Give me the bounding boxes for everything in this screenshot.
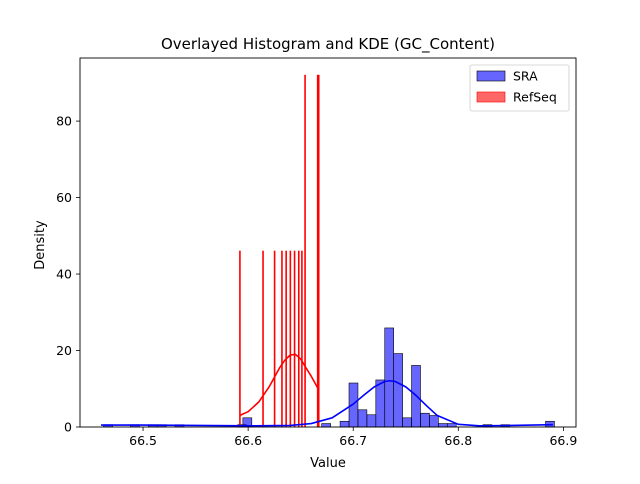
sra-bar <box>321 423 331 428</box>
refseq-bar <box>304 74 306 428</box>
refseq-kde-line <box>239 353 320 417</box>
y-tick-label: 20 <box>56 343 72 358</box>
sra-kde-line <box>101 379 553 427</box>
y-tick-label: 80 <box>56 114 72 129</box>
legend: SRA RefSeq <box>469 64 570 112</box>
sra-bar <box>438 423 448 428</box>
refseq-bar <box>285 250 287 428</box>
axes-frame <box>79 57 577 428</box>
refseq-bar <box>262 250 264 428</box>
x-tick-label: 66.6 <box>234 433 262 448</box>
plot-area: 66.5 66.6 66.7 66.8 66.9 0 20 40 60 80 SRA RefSeq <box>56 57 577 448</box>
y-tick-label: 40 <box>56 267 72 282</box>
refseq-bar <box>293 250 296 428</box>
refseq-bar <box>317 74 320 428</box>
sra-bar <box>446 423 457 428</box>
legend-label-sra: SRA <box>513 69 538 84</box>
x-tick-label: 66.9 <box>549 433 577 448</box>
sra-bar <box>420 412 430 428</box>
refseq-bar <box>301 250 303 428</box>
x-tick-label: 66.5 <box>129 433 157 448</box>
chart-title: Overlayed Histogram and KDE (GC_Content) <box>161 35 495 54</box>
sra-bar <box>357 409 368 428</box>
sra-bar <box>384 327 394 428</box>
legend-swatch-sra <box>476 70 506 82</box>
y-axis-label: Density <box>33 220 48 270</box>
refseq-bar <box>239 250 241 428</box>
sra-bar <box>402 417 412 428</box>
legend-label-refseq: RefSeq <box>513 90 557 105</box>
sra-bar <box>393 353 403 428</box>
x-axis-label: Value <box>310 456 346 471</box>
y-tick-label: 60 <box>56 190 72 205</box>
sra-bar <box>429 415 439 428</box>
sra-bar <box>375 379 386 428</box>
legend-swatch-refseq <box>476 91 506 103</box>
y-tick-label: 0 <box>64 420 72 435</box>
sra-bar <box>366 414 377 428</box>
refseq-bar <box>273 250 276 428</box>
refseq-bar <box>297 250 300 428</box>
refseq-bar <box>289 250 292 428</box>
sra-bar <box>339 420 350 428</box>
refseq-bar <box>281 250 283 428</box>
x-tick-label: 66.7 <box>339 433 367 448</box>
x-tick-label: 66.8 <box>444 433 472 448</box>
